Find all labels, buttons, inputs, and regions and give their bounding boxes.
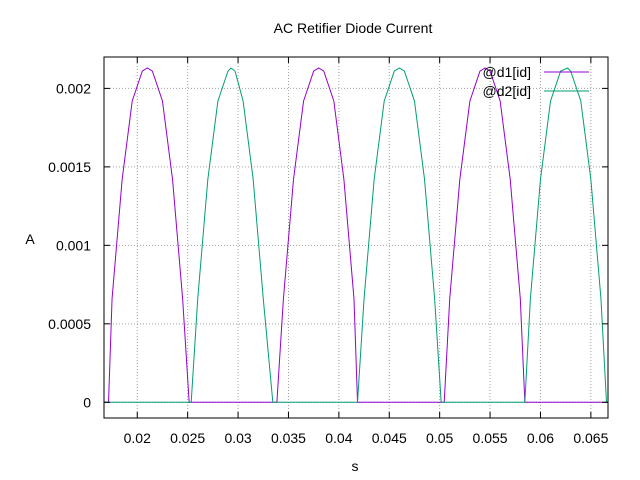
y-tick-label: 0.0005 [48,316,91,332]
x-tick-label: 0.04 [325,430,352,446]
x-tick-label: 0.02 [124,430,151,446]
series-line-d2 [104,67,608,403]
legend: @d1[id] @d2[id] [483,64,589,99]
y-axis-label: A [25,231,35,247]
plot-frame [103,56,609,419]
x-tick-label: 0.045 [372,430,407,446]
y-tick-label: 0.002 [56,80,91,96]
series-lines [104,67,608,403]
y-tick-label: 0 [83,394,91,410]
y-tick-label: 0.0015 [48,159,91,175]
series-line-d1 [104,67,608,403]
x-tick-label: 0.025 [170,430,205,446]
y-tick-label: 0.001 [56,237,91,253]
legend-label-d1: @d1[id] [483,64,531,80]
x-tick-label: 0.035 [271,430,306,446]
x-tick-label: 0.065 [573,430,608,446]
x-axis-label: s [352,458,359,474]
x-tick-label: 0.06 [527,430,554,446]
x-tick-label: 0.055 [473,430,508,446]
axis-ticks: 0.02 0.025 0.03 0.035 0.04 0.045 0.05 0.055 0.06… [48,57,609,446]
chart-title: AC Retifier Diode Current [274,20,433,36]
x-tick-label: 0.03 [224,430,251,446]
legend-label-d2: @d2[id] [483,83,531,99]
x-tick-label: 0.05 [426,430,453,446]
